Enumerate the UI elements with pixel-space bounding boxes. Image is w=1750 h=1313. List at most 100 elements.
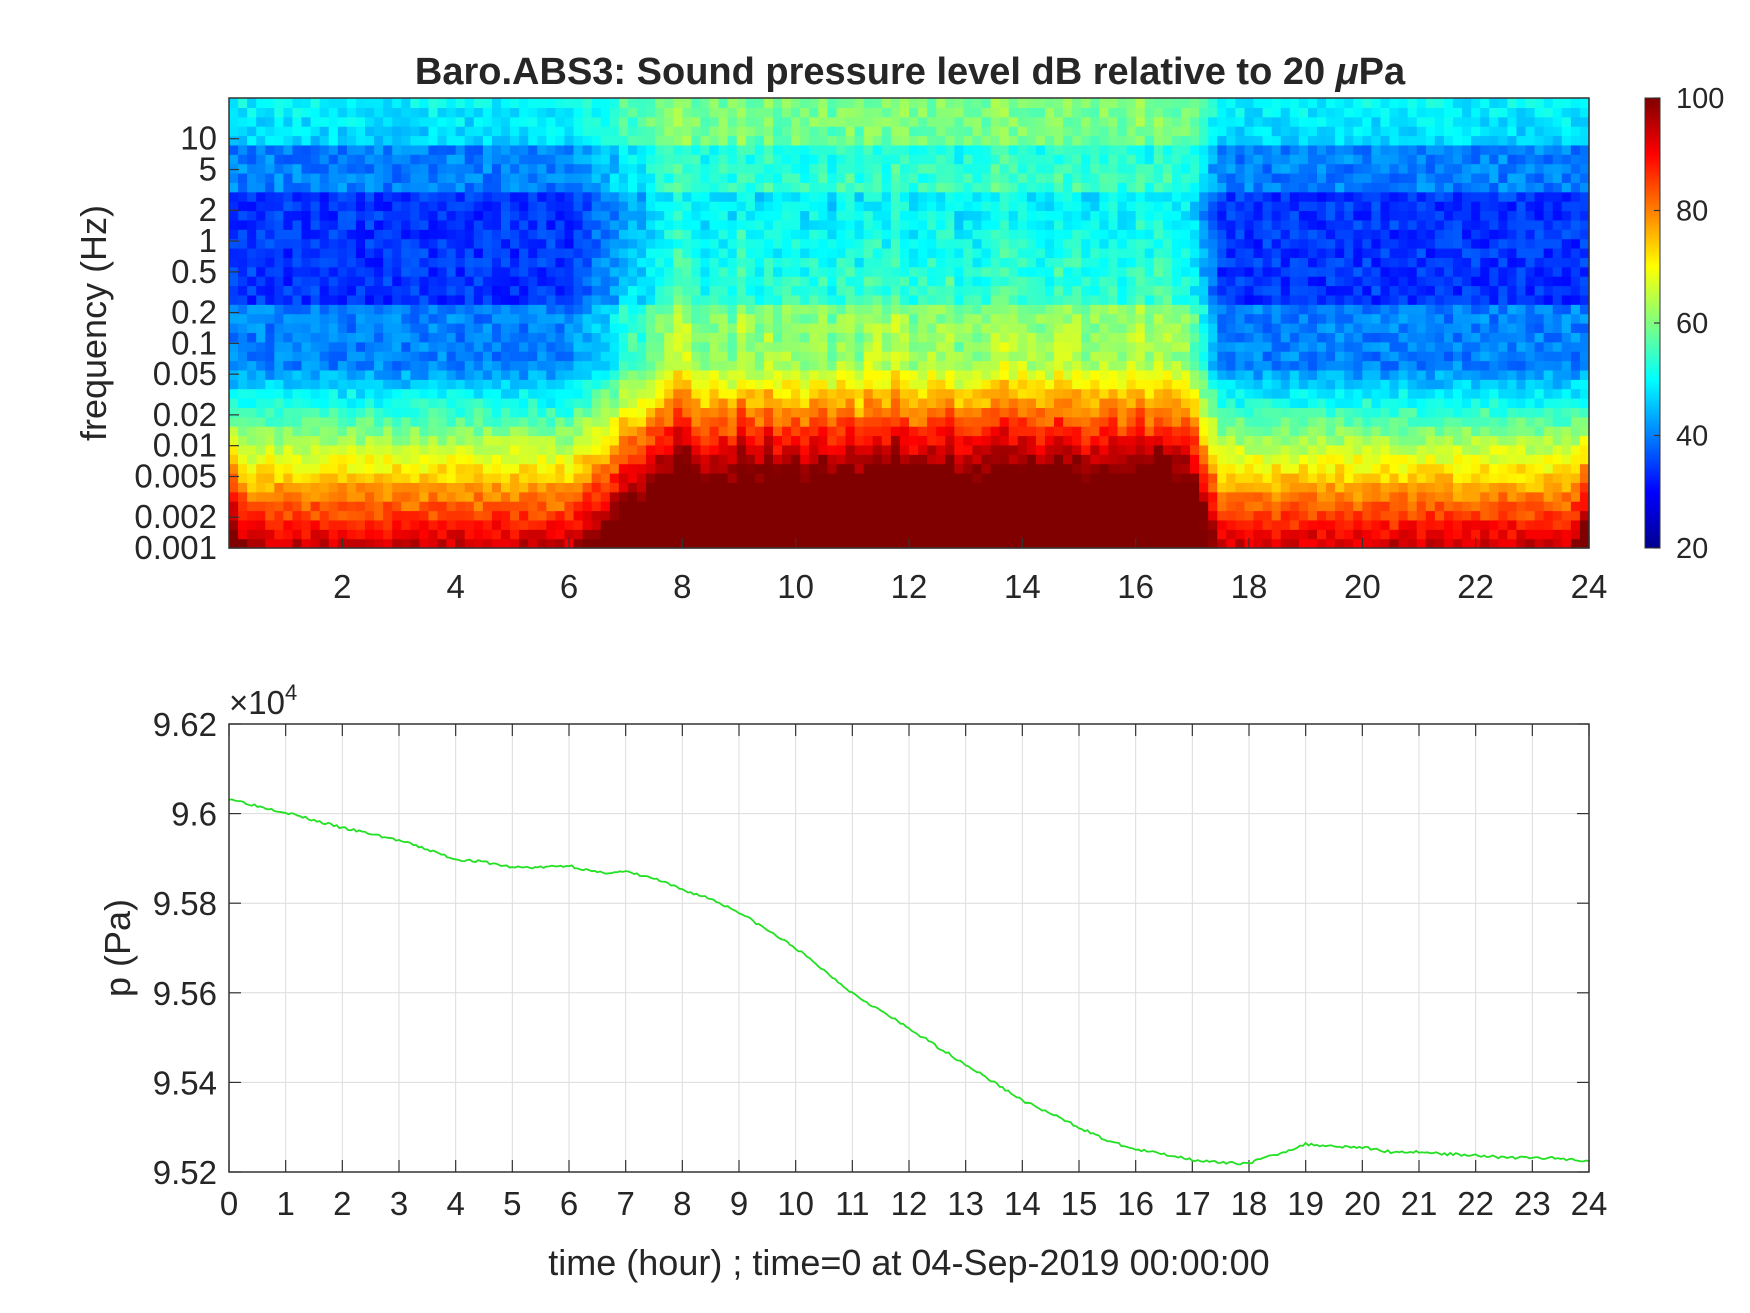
spectrogram-cell [972, 257, 983, 268]
spectrogram-cell [455, 266, 466, 277]
spectrogram-cell [519, 182, 529, 193]
spectrogram-cell [909, 482, 919, 493]
spectrogram-cell [392, 482, 402, 493]
spectrogram-cell [990, 444, 1001, 455]
spectrogram-cell [918, 473, 928, 483]
spectrogram-cell [909, 398, 919, 408]
spectrogram-cell [809, 163, 819, 174]
spectrogram-cell [1054, 388, 1064, 399]
spectrogram-cell [745, 126, 756, 137]
spectrogram-cell [482, 529, 493, 540]
spectrogram-cell [809, 529, 819, 540]
spectrogram-cell [1054, 98, 1064, 108]
spectrogram-cell [999, 529, 1010, 540]
spectrogram-cell [265, 257, 275, 268]
spectrogram-cell [618, 163, 629, 174]
spectrogram-cell [555, 266, 566, 277]
spectrogram-cell [473, 294, 484, 305]
spectrogram-cell [501, 360, 511, 371]
spectrogram-cell [501, 473, 511, 483]
spectrogram-cell [274, 351, 284, 362]
spectrogram-cell [573, 163, 584, 174]
spectrogram-cell [1099, 285, 1110, 296]
spectrogram-cell [1144, 238, 1155, 249]
spectrogram-cell [301, 98, 312, 108]
spectrogram-cell [1135, 510, 1146, 521]
spectrogram-cell [618, 126, 629, 137]
spectrogram-cell [446, 173, 457, 183]
spectrogram-cell [899, 519, 910, 530]
spectrogram-cell [455, 323, 466, 333]
spectrogram-cell [999, 126, 1010, 137]
spectrogram-cell [1117, 482, 1128, 493]
spectrogram-cell [727, 126, 738, 137]
spectrogram-cell [401, 107, 411, 118]
spectrogram-cell [355, 435, 366, 446]
spectrogram-cell [501, 332, 511, 343]
spectrogram-cell [446, 332, 457, 343]
spectrogram-cell [564, 135, 575, 146]
spectrogram-cell [1108, 341, 1119, 352]
spectrogram-cell [727, 435, 738, 446]
spectrogram-cell [1090, 360, 1100, 371]
spectrogram-cell [845, 144, 856, 155]
spectrogram-cell [310, 510, 321, 521]
spectrogram-cell [1117, 98, 1128, 108]
spectrogram-cell [1108, 304, 1119, 315]
spectrogram-cell [419, 426, 430, 437]
spectrogram-cell [836, 473, 847, 483]
spectrogram-cell [392, 313, 402, 324]
spectrogram-cell [1135, 369, 1146, 380]
spectrogram-cell [700, 435, 711, 446]
spectrogram-cell [1008, 116, 1019, 127]
spectrogram-cell [501, 201, 511, 212]
spectrogram-cell [337, 463, 348, 474]
spectrogram-cell [392, 473, 402, 483]
spectrogram-cell [419, 163, 430, 174]
spectrogram-cell [491, 369, 502, 380]
spectrogram-cell [963, 379, 974, 390]
spectrogram-cell [1045, 276, 1055, 287]
spectrogram-cell [682, 126, 692, 137]
spectrogram-cell [836, 201, 847, 212]
spectrogram-cell [972, 191, 983, 202]
spectrogram-cell [464, 191, 475, 202]
spectrogram-cell [927, 210, 937, 221]
spectrogram-cell [392, 501, 402, 512]
spectrogram-cell [265, 473, 275, 483]
spectrogram-cell [845, 98, 856, 108]
spectrogram-cell [609, 116, 620, 127]
spectrogram-cell [836, 144, 847, 155]
spectrogram-cell [555, 351, 566, 362]
spectrogram-cell [1144, 416, 1155, 427]
spectrogram-cell [301, 276, 312, 287]
spectrogram-cell [600, 501, 611, 512]
spectrogram-cell [374, 369, 384, 380]
spectrogram-cell [709, 510, 720, 521]
spectrogram-cell [555, 323, 566, 333]
spectrogram-cell [337, 369, 348, 380]
spectrogram-cell [247, 294, 257, 305]
spectrogram-cell [301, 294, 312, 305]
spectrogram-cell [374, 294, 384, 305]
spectrogram-cell [963, 435, 974, 446]
spectrogram-cell [301, 238, 312, 249]
spectrogram-cell [283, 323, 294, 333]
spectrogram-cell [319, 482, 330, 493]
spectrogram-cell [845, 107, 856, 118]
spectrogram-cell [292, 266, 303, 277]
spectrogram-cell [491, 463, 502, 474]
spectrogram-cell [845, 416, 856, 427]
spectrogram-cell [691, 266, 702, 277]
spectrogram-cell [374, 435, 384, 446]
spectrogram-cell [401, 426, 411, 437]
spectrogram-cell [736, 332, 747, 343]
spectrogram-cell [818, 107, 828, 118]
spectrogram-cell [365, 98, 375, 108]
spectrogram-cell [682, 229, 692, 240]
spectrogram-cell [482, 416, 493, 427]
spectrogram-cell [473, 510, 484, 521]
spectrogram-cell [727, 332, 738, 343]
spectrogram-cell [1099, 135, 1110, 146]
spectrogram-cell [945, 369, 955, 380]
